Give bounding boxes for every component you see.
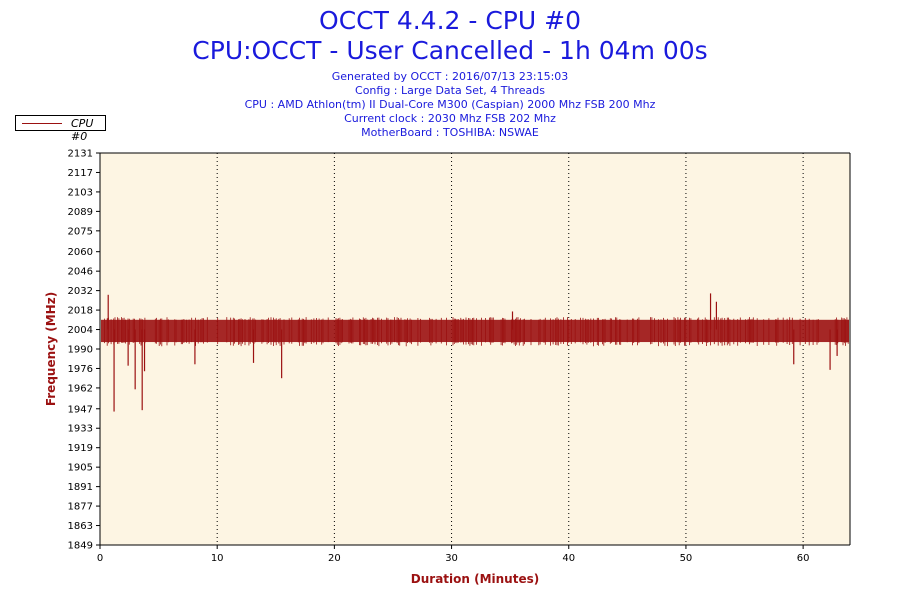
y-tick-label: 1905 (68, 463, 93, 474)
generated-info: Generated by OCCT : 2016/07/13 23:15:03 (331, 70, 569, 83)
series-line (104, 317, 849, 347)
y-tick-label: 1947 (68, 404, 93, 415)
clock-info: Current clock : 2030 Mhz FSB 202 Mhz (344, 112, 556, 125)
legend-label: CPU #0 (71, 117, 94, 143)
x-tick-label: 60 (797, 553, 810, 564)
y-tick-label: 2004 (68, 325, 93, 336)
x-tick-label: 0 (97, 553, 103, 564)
y-tick-label: 1976 (68, 364, 93, 375)
y-tick-label: 1863 (68, 521, 93, 532)
config-info: Config : Large Data Set, 4 Threads (355, 84, 545, 97)
x-tick-label: 10 (211, 553, 224, 564)
legend: CPU #0 (15, 115, 106, 143)
series-band (101, 319, 849, 343)
legend-swatch (22, 123, 62, 124)
y-axis-label: Frequency (MHz) (44, 292, 58, 406)
y-tick-label: 1849 (68, 541, 93, 552)
y-tick-label: 2060 (68, 247, 93, 258)
x-axis-label: Duration (Minutes) (411, 572, 539, 586)
plot-area (100, 153, 850, 545)
motherboard-info: MotherBoard : TOSHIBA: NSWAE (361, 126, 539, 139)
chart-subtitle: CPU:OCCT - User Cancelled - 1h 04m 00s (192, 36, 708, 65)
y-tick-label: 1891 (68, 482, 93, 493)
cpu-info: CPU : AMD Athlon(tm) II Dual-Core M300 (… (244, 98, 656, 111)
chart-title: OCCT 4.4.2 - CPU #0 (319, 6, 581, 35)
y-tick-label: 2089 (68, 207, 93, 218)
y-tick-label: 1962 (68, 383, 93, 394)
x-tick-label: 30 (445, 553, 458, 564)
y-tick-label: 1933 (68, 424, 93, 435)
y-tick-label: 2032 (68, 286, 93, 297)
y-tick-label: 2131 (68, 149, 93, 160)
y-tick-label: 2018 (68, 306, 93, 317)
y-tick-label: 1877 (68, 502, 93, 513)
y-tick-label: 2046 (68, 267, 93, 278)
x-tick-label: 40 (562, 553, 575, 564)
x-tick-label: 50 (680, 553, 693, 564)
y-tick-label: 1990 (68, 345, 93, 356)
y-tick-label: 2117 (68, 168, 93, 179)
y-tick-label: 2075 (68, 226, 93, 237)
x-tick-label: 20 (328, 553, 341, 564)
y-tick-label: 1919 (68, 443, 93, 454)
y-tick-label: 2103 (68, 187, 93, 198)
